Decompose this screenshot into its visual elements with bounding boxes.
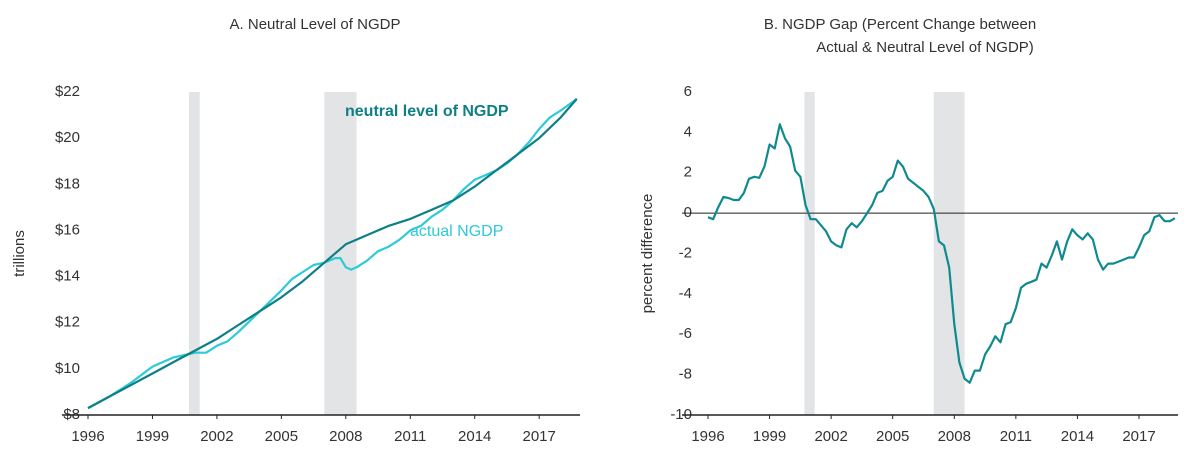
y-tick-label: -6: [679, 325, 692, 342]
y-tick-label: $10: [55, 360, 80, 377]
y-tick-label: 4: [684, 123, 692, 140]
series-label: actual NGDP: [410, 223, 503, 240]
x-tick-label: 2011: [394, 428, 426, 445]
recession-band: [324, 92, 357, 415]
y-tick-label: -8: [679, 366, 692, 383]
x-tick-label: 2014: [458, 428, 491, 445]
y-tick-label: $22: [55, 83, 80, 100]
y-axis-label: percent difference: [639, 194, 656, 314]
y-tick-label: 6: [684, 83, 692, 100]
x-tick-label: 2017: [522, 428, 555, 445]
y-tick-label: 2: [684, 164, 692, 181]
y-tick-label: $16: [55, 221, 80, 238]
x-tick-label: 2002: [814, 428, 847, 445]
y-axis-label: trillions: [11, 230, 28, 277]
x-tick-label: 1999: [136, 428, 169, 445]
y-tick-label: 0: [684, 204, 692, 221]
y-tick-label: -4: [679, 285, 692, 302]
recession-band: [804, 92, 815, 415]
x-tick-label: 2002: [200, 428, 233, 445]
recession-band: [188, 92, 200, 415]
y-tick-label: $18: [55, 175, 80, 192]
y-tick-label: -10: [670, 406, 692, 423]
x-tick-label: 2005: [265, 428, 298, 445]
chart-title: A. Neutral Level of NGDP: [230, 16, 401, 33]
x-tick-label: 1999: [753, 428, 786, 445]
line-series: [707, 123, 1176, 384]
y-tick-label: $12: [55, 314, 80, 331]
y-tick-label: $20: [55, 129, 80, 146]
x-tick-label: 2011: [1000, 428, 1032, 445]
x-tick-label: 2014: [1061, 428, 1094, 445]
chart-title: B. NGDP Gap (Percent Change between: [764, 16, 1036, 33]
x-tick-label: 1996: [691, 428, 724, 445]
y-tick-label: $14: [55, 268, 80, 285]
x-tick-label: 2008: [938, 428, 971, 445]
y-tick-label: -2: [679, 244, 692, 261]
series-label: neutral level of NGDP: [345, 103, 509, 120]
line-series: [87, 98, 578, 410]
x-tick-label: 2008: [329, 428, 362, 445]
chart-title: Actual & Neutral Level of NGDP): [816, 39, 1034, 56]
x-tick-label: 2017: [1122, 428, 1155, 445]
x-tick-label: 2005: [876, 428, 909, 445]
x-tick-label: 1996: [71, 428, 104, 445]
